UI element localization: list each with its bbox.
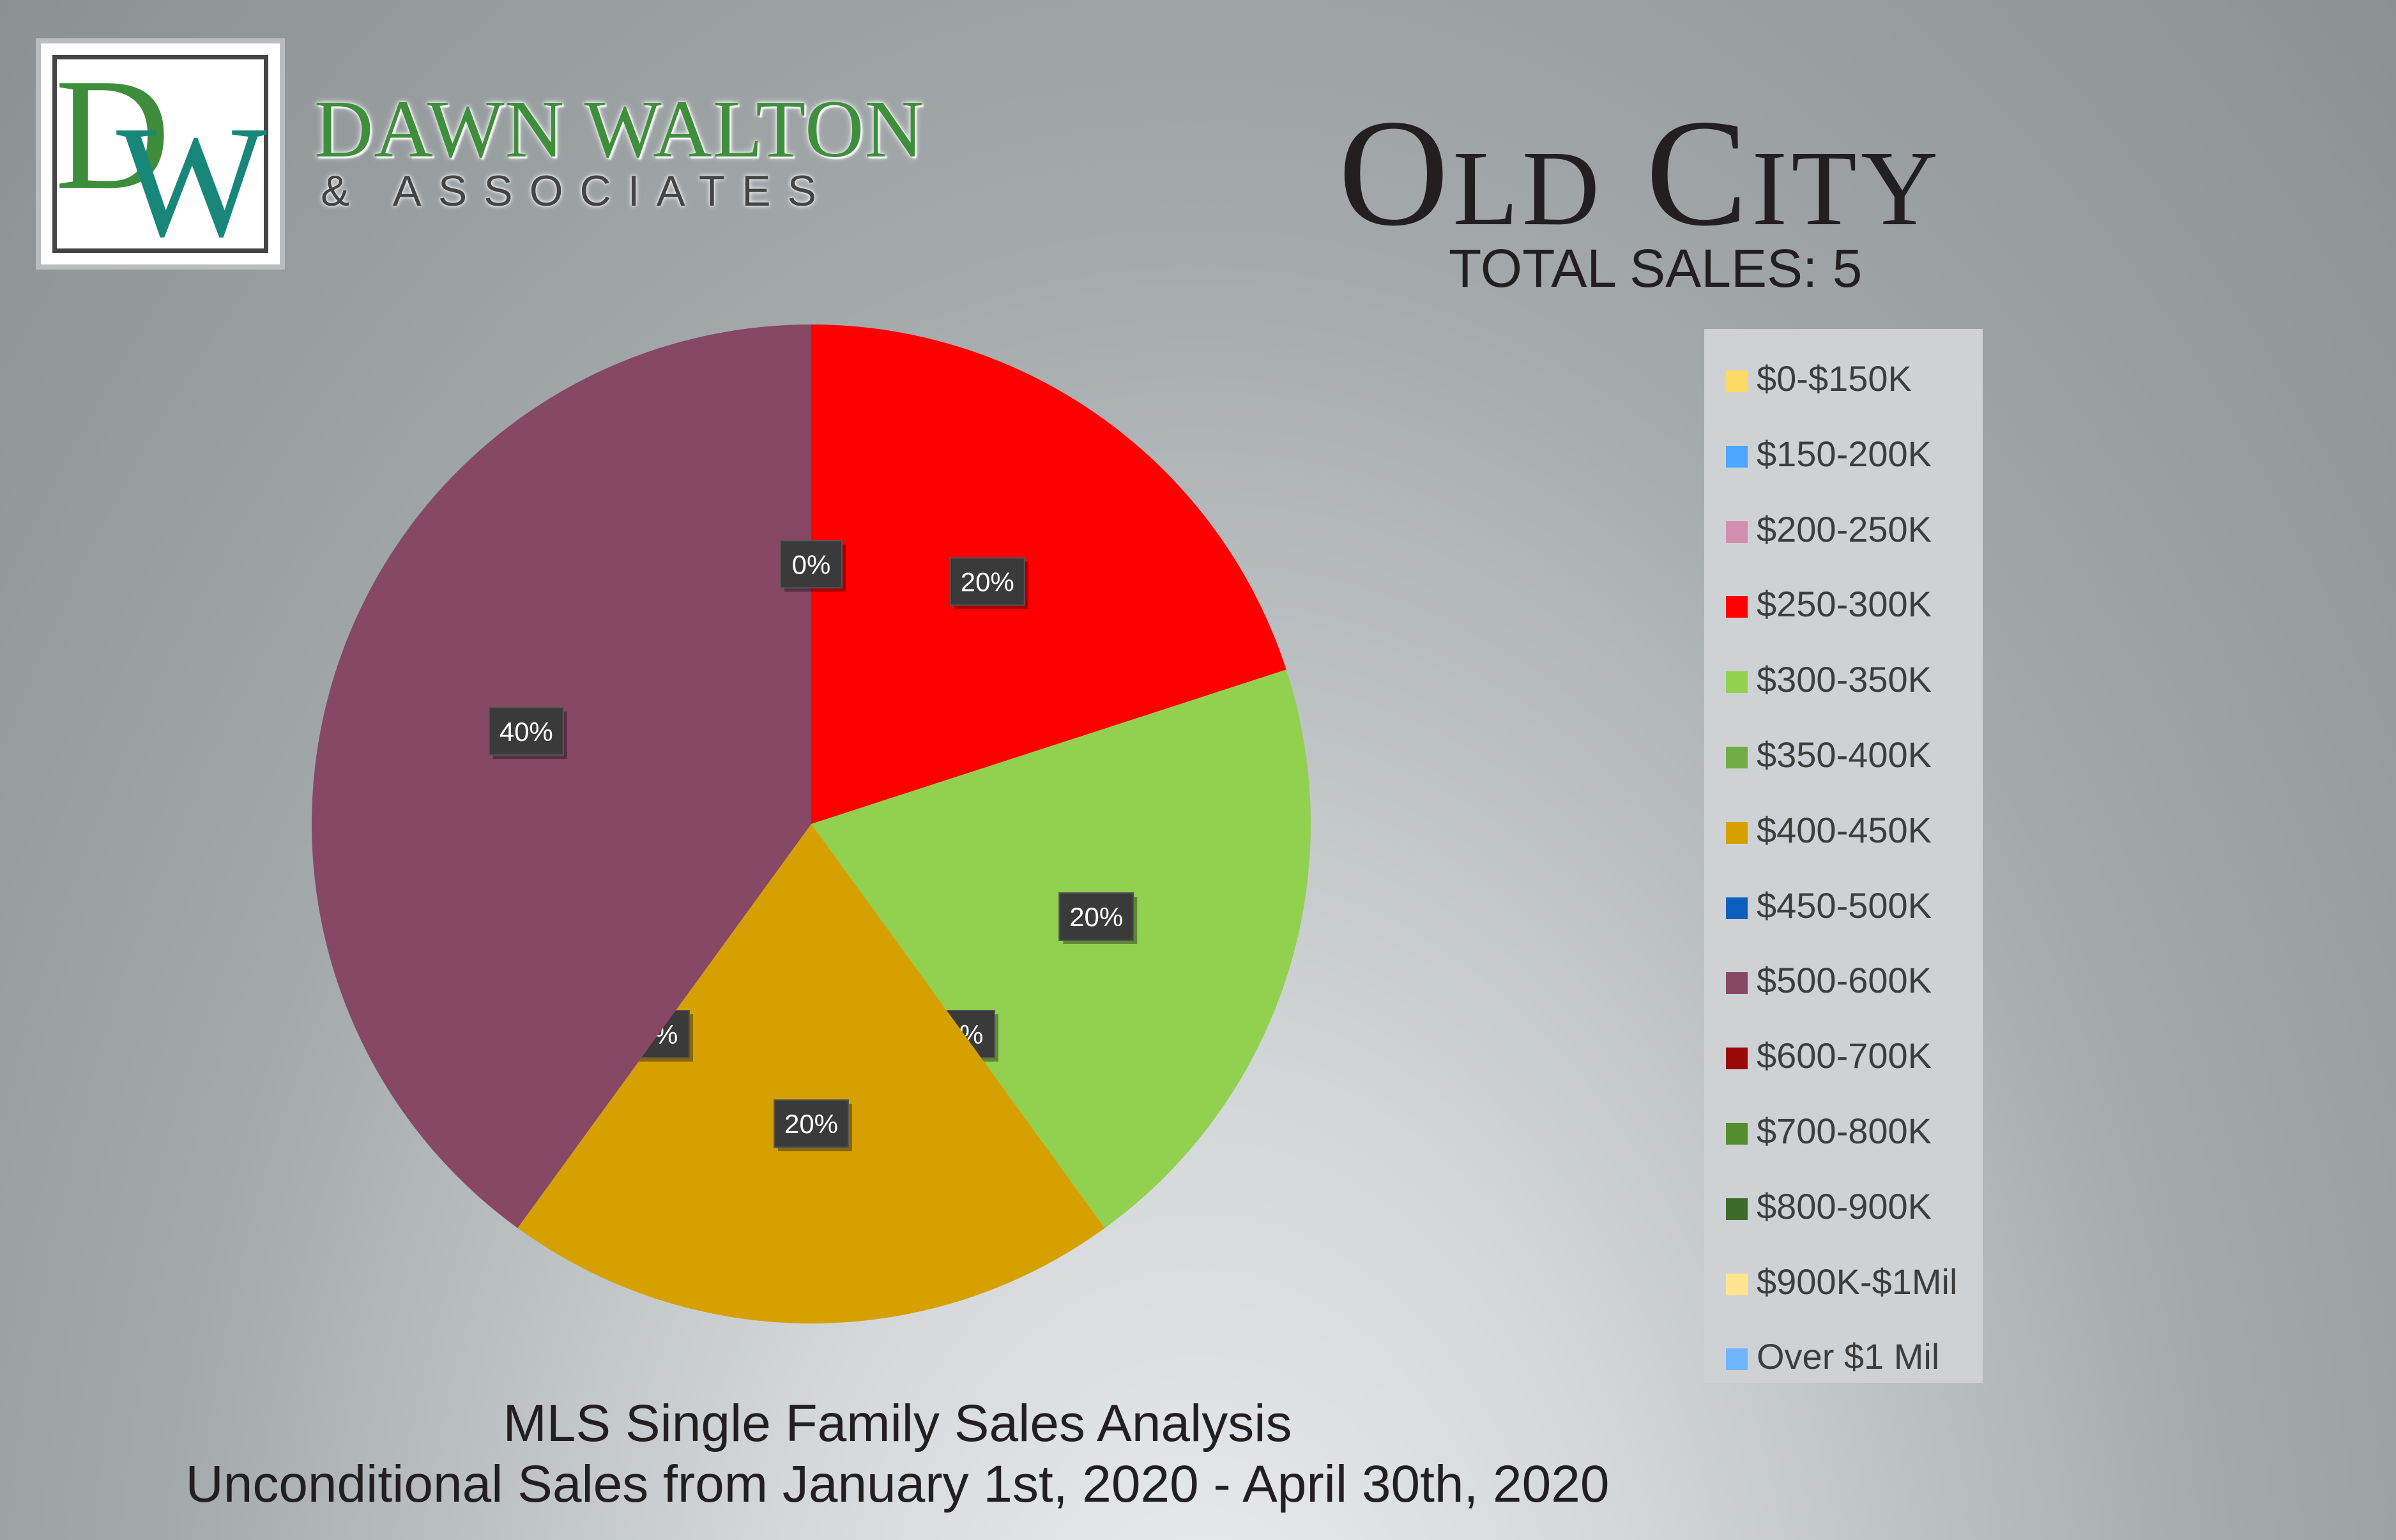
legend-item: $250-300K — [1704, 572, 1983, 623]
pie-slice — [517, 824, 1105, 1323]
legend-item: $150-200K — [1704, 422, 1983, 473]
slice-data-label: 20% — [949, 557, 1028, 609]
legend-swatch — [1726, 1198, 1748, 1220]
legend-swatch — [1726, 897, 1748, 919]
slice-data-label: 20% — [1058, 892, 1138, 944]
chart-legend: $0-$150K $150-200K $200-250K $250-300K $300-… — [1704, 329, 1983, 1383]
legend-swatch — [1726, 1123, 1748, 1145]
legend-swatch — [1726, 671, 1748, 694]
slice-data-label: 20% — [774, 1099, 852, 1152]
logo-w-letter: W — [116, 93, 267, 270]
svg-text:20%: 20% — [1069, 902, 1123, 932]
legend-label: $700-800K — [1757, 1111, 1932, 1151]
legend-label: $500-600K — [1757, 960, 1932, 1001]
legend-swatch — [1726, 972, 1748, 995]
legend-label: $200-250K — [1757, 508, 1932, 549]
legend-label: $450-500K — [1757, 885, 1932, 926]
legend-swatch — [1726, 747, 1748, 768]
legend-swatch — [1726, 1348, 1748, 1371]
legend-item: $450-500K — [1704, 874, 1983, 925]
legend-label: $900K-$1Mil — [1757, 1261, 1958, 1302]
legend-swatch — [1726, 445, 1748, 468]
legend-item: $300-350K — [1704, 648, 1983, 699]
legend-label: $350-400K — [1757, 735, 1932, 775]
legend-item: $200-250K — [1704, 498, 1983, 549]
legend-item: $600-700K — [1704, 1024, 1983, 1075]
total-sales: TOTAL SALES: 5 — [1449, 238, 1863, 298]
legend-swatch — [1726, 596, 1748, 618]
legend-item: $400-450K — [1704, 798, 1983, 850]
legend-item: $500-600K — [1704, 949, 1983, 1000]
logo-frame — [52, 55, 268, 253]
logo-d-letter: D — [55, 46, 171, 223]
legend-label: $800-900K — [1757, 1185, 1932, 1226]
footer-title: MLS Single Family Sales Analysis — [503, 1394, 1292, 1452]
slice-data-label: 0% — [780, 540, 846, 592]
legend-swatch — [1726, 1048, 1748, 1070]
legend-swatch — [1726, 521, 1748, 543]
pie-slice — [312, 324, 811, 1228]
legend-label: $150-200K — [1757, 433, 1932, 474]
slice-data-label: 40% — [488, 707, 567, 759]
legend-item: $0-$150K — [1704, 347, 1983, 398]
svg-text:20%: 20% — [784, 1109, 838, 1139]
brand-subtitle: & ASSOCIATES — [321, 167, 834, 215]
pie-slice — [811, 324, 1286, 824]
legend-item: $900K-$1Mil — [1704, 1250, 1983, 1301]
legend-swatch — [1726, 370, 1748, 392]
legend-label: $600-700K — [1757, 1035, 1932, 1076]
svg-text:0%: 0% — [792, 549, 831, 579]
brand-name: DAWN WALTON — [314, 84, 924, 174]
svg-text:20%: 20% — [961, 567, 1014, 597]
legend-item: Over $1 Mil — [1704, 1325, 1983, 1376]
legend-label: $0-$150K — [1757, 358, 1912, 399]
svg-text:40%: 40% — [500, 717, 553, 747]
legend-label: $300-350K — [1757, 659, 1932, 700]
legend-item: $350-400K — [1704, 723, 1983, 774]
legend-label: $250-300K — [1757, 584, 1932, 625]
legend-swatch — [1726, 1273, 1748, 1295]
legend-swatch — [1726, 821, 1748, 844]
chart-title: Old City — [1338, 88, 1942, 257]
logo: D W — [36, 38, 285, 270]
legend-item: $700-800K — [1704, 1099, 1983, 1150]
legend-label: $400-450K — [1757, 809, 1932, 850]
legend-label: Over $1 Mil — [1757, 1336, 1940, 1377]
pie-slice — [811, 669, 1311, 1228]
footer-date-range: Unconditional Sales from January 1st, 20… — [185, 1455, 1610, 1513]
legend-item: $800-900K — [1704, 1175, 1983, 1226]
